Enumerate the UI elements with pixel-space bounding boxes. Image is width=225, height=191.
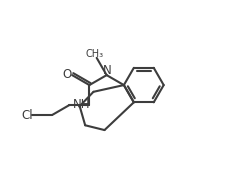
Text: N: N bbox=[103, 64, 112, 77]
Text: Cl: Cl bbox=[22, 109, 33, 122]
Text: O: O bbox=[63, 68, 72, 81]
Text: CH₃: CH₃ bbox=[86, 49, 104, 59]
Text: NH: NH bbox=[73, 98, 90, 111]
